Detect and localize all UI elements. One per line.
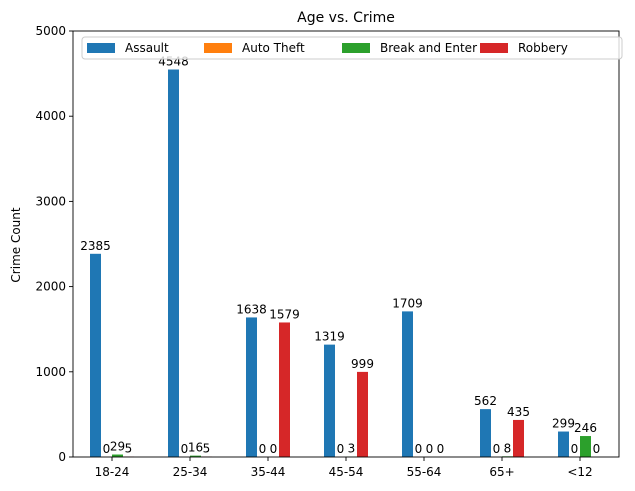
bar (112, 454, 123, 457)
data-label: 0 (426, 442, 434, 456)
bar (402, 311, 413, 457)
bar (279, 322, 290, 457)
data-label: 29 (110, 440, 125, 454)
x-tick-label: <12 (567, 465, 592, 479)
legend-label: Assault (125, 41, 169, 55)
bar (168, 69, 179, 457)
data-label: 2385 (80, 239, 111, 253)
x-tick-label: 35-44 (251, 465, 286, 479)
bar (357, 371, 368, 457)
x-tick-label: 18-24 (95, 465, 130, 479)
y-tick-label: 2000 (35, 280, 66, 294)
data-label: 1579 (269, 307, 300, 321)
data-label: 0 (593, 442, 601, 456)
data-label: 3 (348, 442, 356, 456)
data-label: 246 (574, 421, 597, 435)
bar (90, 253, 101, 457)
axes-frame (72, 30, 620, 458)
data-label: 1638 (236, 302, 267, 316)
x-tick-label: 45-54 (329, 465, 364, 479)
legend-label: Robbery (518, 41, 568, 55)
legend-swatch (342, 43, 370, 53)
data-label: 1709 (392, 296, 423, 310)
y-tick-label: 5000 (35, 24, 66, 38)
x-tick-label: 55-64 (407, 465, 442, 479)
bar (580, 436, 591, 457)
data-label: 0 (103, 442, 111, 456)
data-label: 5 (125, 442, 133, 456)
x-tick-label: 25-34 (173, 465, 208, 479)
legend-swatch (204, 43, 232, 53)
data-label: 0 (493, 442, 501, 456)
data-label: 0 (259, 442, 267, 456)
data-label: 435 (507, 405, 530, 419)
data-label: 5 (203, 442, 211, 456)
y-tick-label: 3000 (35, 194, 66, 208)
data-label: 299 (552, 417, 575, 431)
x-tick-label: 65+ (489, 465, 514, 479)
bar (190, 455, 201, 457)
data-label: 999 (351, 357, 374, 371)
bar (480, 409, 491, 457)
bar (558, 431, 569, 457)
legend-label: Auto Theft (242, 41, 305, 55)
bar (246, 317, 257, 457)
data-label: 0 (181, 442, 189, 456)
y-tick-label: 4000 (35, 109, 66, 123)
legend-label: Break and Enter (380, 41, 477, 55)
data-label: 0 (571, 442, 579, 456)
y-tick-label: 1000 (35, 365, 66, 379)
legend-swatch (480, 43, 508, 53)
legend: Assault Auto Theft Break and Enter Robbery (81, 36, 623, 60)
data-label: 0 (437, 442, 445, 456)
data-label: 1319 (314, 330, 345, 344)
y-axis-label: Crime Count (9, 207, 23, 282)
chart-title: Age vs. Crime (297, 10, 395, 26)
y-tick-label: 0 (58, 450, 66, 464)
data-label: 0 (337, 442, 345, 456)
data-label: 0 (415, 442, 423, 456)
data-label: 8 (504, 441, 512, 455)
data-label: 16 (188, 441, 203, 455)
bar (324, 344, 335, 457)
bar (513, 419, 524, 457)
legend-swatch (87, 43, 115, 53)
data-label: 0 (270, 442, 278, 456)
data-label: 562 (474, 394, 497, 408)
